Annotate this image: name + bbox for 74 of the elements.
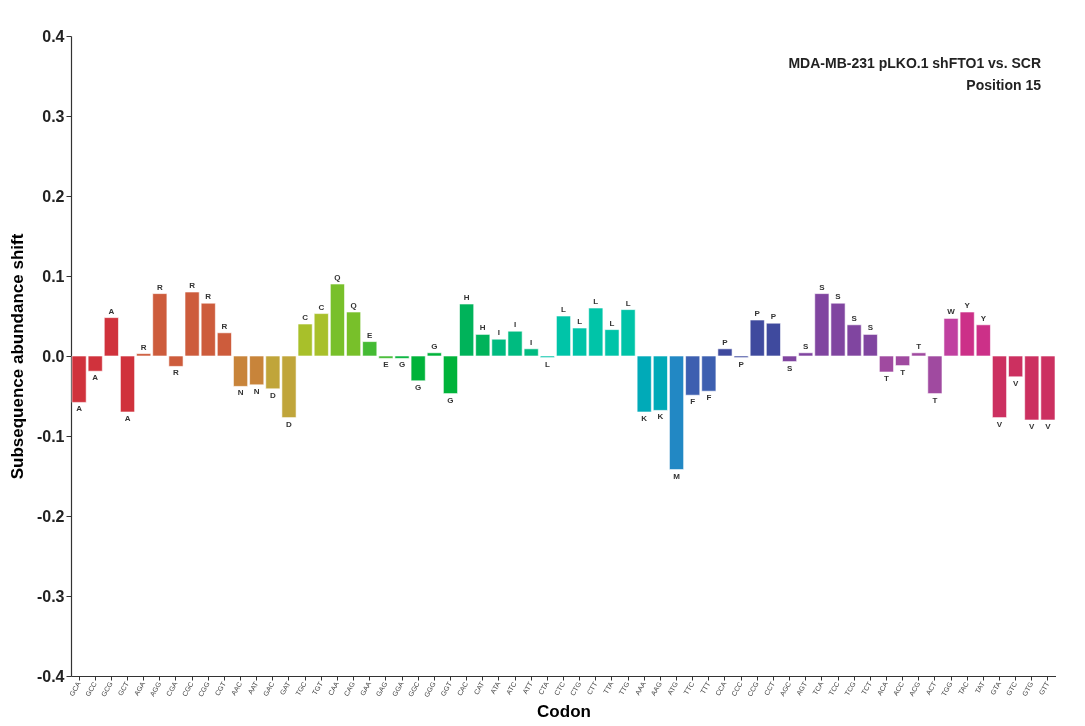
data-label: K xyxy=(657,412,664,422)
y-tick-label: 0.3 xyxy=(42,107,65,125)
data-label: A xyxy=(108,306,115,316)
data-label: V xyxy=(996,419,1003,429)
data-label: E xyxy=(367,330,374,340)
data-label: M xyxy=(673,471,681,481)
data-label: S xyxy=(786,363,793,373)
data-label: K xyxy=(641,414,648,423)
data-label: S xyxy=(835,292,842,302)
data-label: V xyxy=(1045,422,1052,431)
data-label: Q xyxy=(350,301,357,310)
data-label: E xyxy=(383,360,390,370)
data-label: S xyxy=(867,323,874,333)
data-label: C xyxy=(302,313,309,322)
data-label: V xyxy=(1029,422,1036,431)
data-label: L xyxy=(577,317,583,326)
data-label: T xyxy=(900,367,906,377)
data-label: S xyxy=(803,341,810,351)
data-label: R xyxy=(189,281,196,290)
data-label: N xyxy=(237,388,244,398)
data-label: D xyxy=(286,419,293,429)
data-label: I xyxy=(513,320,517,330)
y-tick-label: 0.0 xyxy=(42,347,65,365)
data-label: A xyxy=(92,373,99,383)
data-label: G xyxy=(415,382,422,392)
data-label: H xyxy=(479,323,486,333)
data-label: R xyxy=(156,282,163,292)
data-label: G xyxy=(431,341,438,351)
data-label: G xyxy=(447,395,454,405)
data-label: F xyxy=(690,397,696,407)
data-label: N xyxy=(253,386,260,396)
y-tick-label: 0.4 xyxy=(42,27,65,45)
data-label: W xyxy=(947,307,956,317)
data-label: P xyxy=(754,309,761,318)
data-label: A xyxy=(76,404,83,414)
y-tick-label: -0.2 xyxy=(36,507,65,525)
data-label: L xyxy=(609,318,615,328)
data-label: R xyxy=(221,321,228,331)
data-label: T xyxy=(884,374,890,383)
data-label: F xyxy=(706,393,712,403)
x-axis-title: Codon xyxy=(537,702,591,722)
data-label: I xyxy=(497,328,501,338)
data-label: L xyxy=(625,298,631,308)
data-label: I xyxy=(530,337,533,347)
data-label: H xyxy=(463,293,470,302)
data-label: L xyxy=(561,305,567,314)
data-label: P xyxy=(738,359,745,369)
y-tick-label: -0.4 xyxy=(36,667,65,685)
data-label: T xyxy=(916,341,922,351)
data-label: C xyxy=(318,302,325,312)
data-label: P xyxy=(722,337,729,347)
data-label: R xyxy=(205,292,212,302)
data-label: D xyxy=(269,390,276,400)
data-label: A xyxy=(124,414,131,423)
data-label: T xyxy=(932,395,938,405)
data-label: V xyxy=(1012,378,1019,388)
y-tick-label: 0.1 xyxy=(42,267,65,285)
data-label: R xyxy=(173,368,180,378)
data-label: G xyxy=(398,360,406,370)
y-tick-label: 0.2 xyxy=(42,187,65,205)
y-tick-label: -0.1 xyxy=(36,427,65,445)
text: Position 15 xyxy=(966,77,1042,93)
data-label: L xyxy=(593,297,599,306)
data-label: S xyxy=(851,313,858,323)
data-label: P xyxy=(770,312,777,322)
data-label: Q xyxy=(334,273,341,282)
data-label: L xyxy=(544,359,550,369)
data-label: S xyxy=(819,282,826,292)
text: MDA-MB-231 pLKO.1 shFTO1 vs. SCR xyxy=(788,55,1041,71)
data-label: Y xyxy=(964,301,971,310)
y-tick-label: -0.3 xyxy=(36,587,65,605)
data-label: R xyxy=(140,342,147,352)
y-axis-title: Subsequence abundance shift xyxy=(7,233,27,480)
data-label: Y xyxy=(980,313,987,323)
